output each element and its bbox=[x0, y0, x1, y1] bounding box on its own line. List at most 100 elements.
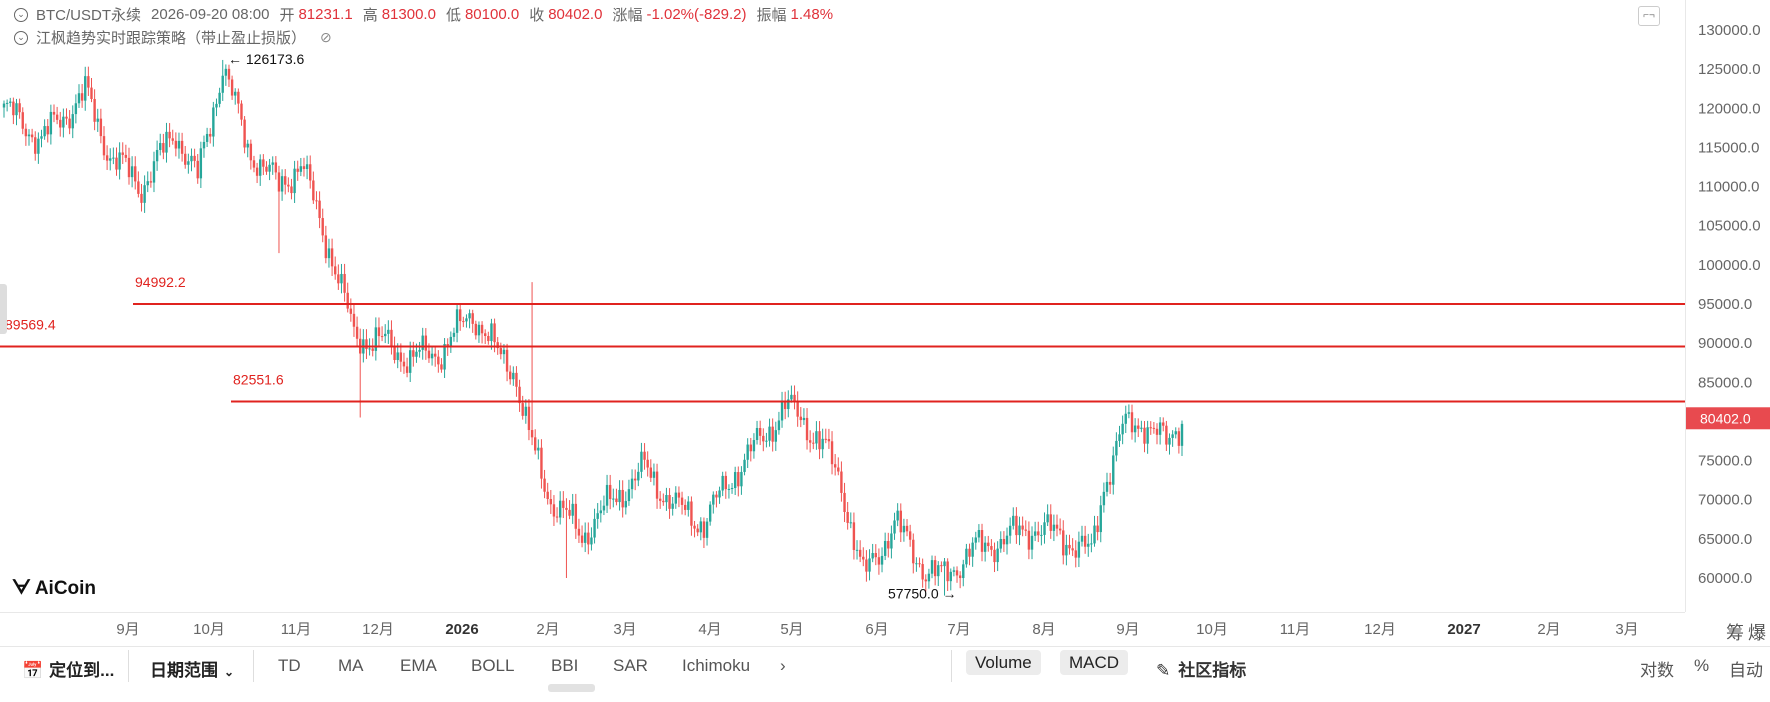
indicator-sar[interactable]: SAR bbox=[613, 656, 648, 675]
candle-body bbox=[821, 438, 824, 450]
y-tick-label: 90000.0 bbox=[1698, 335, 1752, 352]
candle-body bbox=[1040, 534, 1043, 536]
y-tick-label: 110000.0 bbox=[1698, 179, 1759, 196]
collapse-icon[interactable]: ⌄ bbox=[14, 30, 28, 45]
volume-toggle[interactable]: Volume bbox=[966, 650, 1041, 675]
candle-body bbox=[1021, 525, 1024, 530]
y-tick-label: 60000.0 bbox=[1698, 570, 1752, 587]
indicator-ma[interactable]: MA bbox=[338, 656, 364, 675]
candle-body bbox=[1012, 515, 1015, 526]
calendar-icon: 📅 bbox=[22, 661, 44, 680]
indicator-td[interactable]: TD bbox=[278, 656, 301, 675]
chart-area[interactable]: 130000.0 125000.0 120000.0 115000.0 110000.0… bbox=[0, 0, 1770, 643]
candle-body bbox=[1146, 427, 1149, 444]
indicator-ichimoku[interactable]: Ichimoku bbox=[682, 656, 751, 675]
candle-body bbox=[746, 444, 749, 460]
candle-body bbox=[1099, 505, 1102, 533]
candle-body bbox=[877, 557, 881, 565]
candle-body bbox=[555, 516, 559, 518]
candle-body bbox=[752, 440, 756, 452]
y-tick-label: 70000.0 bbox=[1698, 492, 1752, 509]
candle-body bbox=[412, 350, 415, 357]
candle-body bbox=[446, 344, 449, 346]
candle-body bbox=[5, 102, 9, 104]
candle-body bbox=[330, 248, 334, 267]
candle-body bbox=[993, 549, 996, 563]
locate-button[interactable]: 📅 定位到... bbox=[22, 656, 114, 681]
y-tick-label: 120000.0 bbox=[1698, 100, 1761, 117]
eye-hidden-icon[interactable]: ⊘ bbox=[320, 29, 332, 45]
burst-button[interactable]: 爆 bbox=[1748, 623, 1766, 643]
candle-body bbox=[827, 439, 831, 442]
y-tick-label: 85000.0 bbox=[1698, 374, 1752, 391]
candle-body bbox=[652, 471, 656, 478]
candle-body bbox=[243, 119, 246, 148]
candle-body bbox=[1033, 531, 1037, 536]
candle-body bbox=[434, 353, 437, 357]
candle-body bbox=[127, 157, 131, 178]
candle-body bbox=[693, 525, 696, 529]
auto-scale-button[interactable]: 自动 bbox=[1729, 661, 1763, 680]
x-tick-label: 11月 bbox=[281, 621, 312, 638]
candle-body bbox=[77, 93, 81, 104]
candle-body bbox=[324, 235, 328, 259]
candle-body bbox=[605, 484, 609, 506]
candle-body bbox=[737, 472, 740, 487]
strategy-label[interactable]: 江枫趋势实时跟踪策略（带止盈止损版） bbox=[36, 30, 307, 47]
candle-body bbox=[502, 349, 506, 355]
candle-body bbox=[259, 159, 262, 176]
candle-body bbox=[758, 428, 762, 436]
chevron-down-icon: ⌄ bbox=[224, 665, 235, 679]
chevron-right-icon[interactable]: › bbox=[780, 656, 786, 675]
level-label: 82551.6 bbox=[233, 371, 284, 387]
candle-body bbox=[774, 430, 777, 442]
candle-body bbox=[730, 487, 734, 489]
candle-body bbox=[130, 166, 134, 178]
candle-body bbox=[562, 500, 565, 508]
candle-body bbox=[40, 136, 43, 139]
candle-body bbox=[924, 579, 927, 582]
collapse-icon[interactable]: ⌄ bbox=[14, 7, 28, 22]
candle-body bbox=[277, 172, 281, 192]
candle-body bbox=[855, 549, 859, 551]
community-indicators-button[interactable]: ✎ 社区指标 bbox=[1156, 656, 1246, 681]
candle-body bbox=[477, 324, 481, 336]
candle-body bbox=[540, 447, 543, 479]
candle-body bbox=[352, 313, 356, 327]
last-price-label: 80402.0 bbox=[1700, 410, 1751, 426]
candle-body bbox=[852, 522, 856, 550]
candlestick-chart[interactable]: 130000.0 125000.0 120000.0 115000.0 110000.0… bbox=[0, 0, 1770, 640]
candle-body bbox=[371, 348, 374, 351]
y-tick-label: 100000.0 bbox=[1698, 257, 1761, 274]
log-scale-button[interactable]: 对数 bbox=[1640, 661, 1674, 680]
x-tick-label: 4月 bbox=[698, 621, 721, 638]
scroll-indicator[interactable] bbox=[548, 684, 595, 692]
candle-body bbox=[793, 394, 796, 401]
candle-body bbox=[702, 521, 706, 538]
left-panel-handle[interactable] bbox=[0, 284, 7, 334]
macd-toggle[interactable]: MACD bbox=[1060, 650, 1129, 675]
fullscreen-icon[interactable]: ⌐¬ bbox=[1638, 6, 1660, 26]
date-range-dropdown[interactable]: 日期范围 ⌄ bbox=[150, 656, 234, 681]
candle-body bbox=[205, 133, 209, 142]
candle-body bbox=[309, 164, 312, 181]
candle-body bbox=[396, 352, 399, 361]
candle-body bbox=[124, 154, 128, 158]
candle-body bbox=[1102, 491, 1106, 506]
candle-body bbox=[390, 329, 393, 346]
percent-scale-button[interactable]: % bbox=[1694, 656, 1710, 675]
candle-body bbox=[218, 92, 221, 104]
candle-body bbox=[643, 451, 646, 460]
indicator-ema[interactable]: EMA bbox=[400, 656, 437, 675]
x-tick-label: 10月 bbox=[1196, 621, 1228, 638]
candle-body bbox=[683, 504, 687, 510]
candle-body bbox=[990, 546, 993, 550]
candle-body bbox=[21, 112, 24, 129]
candle-body bbox=[649, 467, 653, 478]
indicator-bbi[interactable]: BBI bbox=[551, 656, 579, 675]
indicator-boll[interactable]: BOLL bbox=[471, 656, 515, 675]
amp-label: 振幅 bbox=[756, 7, 787, 24]
candle-body bbox=[9, 101, 12, 103]
chip-button[interactable]: 筹 bbox=[1726, 623, 1744, 643]
x-tick-label: 9月 bbox=[116, 621, 139, 638]
